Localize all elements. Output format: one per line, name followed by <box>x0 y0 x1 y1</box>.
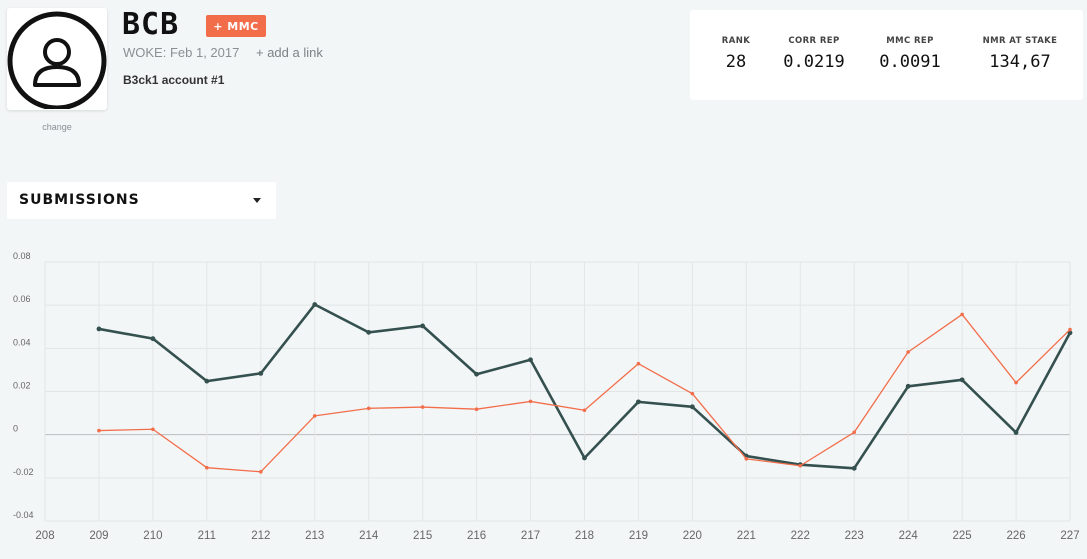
series-point-orange <box>366 406 371 411</box>
x-tick-label: 226 <box>1006 530 1025 542</box>
stat-rank: RANK 28 <box>710 36 762 72</box>
series-point-dark <box>905 383 911 389</box>
stats-card: RANK 28 CORR REP 0.0219 MMC REP 0.0091 N… <box>690 10 1083 100</box>
series-point-dark <box>582 455 587 461</box>
stat-corr-rep-label: CORR REP <box>788 36 840 46</box>
series-point-orange <box>205 465 209 470</box>
x-tick-label: 220 <box>683 530 702 542</box>
series-point-dark <box>204 378 210 384</box>
stat-nmr-stake-value: 134,67 <box>989 52 1051 72</box>
x-tick-label: 210 <box>143 530 162 542</box>
user-icon <box>7 11 107 109</box>
series-point-orange <box>420 405 425 409</box>
series-point-orange <box>528 399 533 404</box>
y-tick-label: 0.06 <box>13 294 31 304</box>
x-tick-label: 219 <box>629 530 648 542</box>
profile-bio: B3ck1 account #1 <box>123 73 225 87</box>
stat-mmc-rep-label: MMC REP <box>886 36 934 46</box>
x-tick-label: 214 <box>359 530 379 542</box>
series-point-dark <box>689 404 695 410</box>
series-point-orange <box>312 414 317 418</box>
mmc-badge: + MMC <box>206 15 266 37</box>
series-point-orange <box>690 391 695 396</box>
series-point-orange <box>1068 327 1072 332</box>
x-tick-label: 227 <box>1060 530 1079 542</box>
series-point-dark <box>1013 430 1019 435</box>
series-point-orange <box>474 407 479 411</box>
x-tick-label: 213 <box>305 530 324 542</box>
y-tick-label: 0.02 <box>13 381 31 391</box>
x-tick-label: 216 <box>467 530 486 542</box>
stat-nmr-stake: NMR AT STAKE 134,67 <box>965 36 1075 72</box>
stat-rank-value: 28 <box>725 52 747 72</box>
series-point-dark <box>474 371 479 377</box>
series-point-orange <box>744 457 749 461</box>
series-point-orange <box>97 428 101 433</box>
series-point-orange <box>960 312 964 317</box>
stat-mmc-rep: MMC REP 0.0091 <box>870 36 950 72</box>
change-avatar-link[interactable]: change <box>42 122 72 132</box>
submissions-dropdown[interactable]: SUBMISSIONS <box>7 182 276 219</box>
series-point-dark <box>959 377 965 383</box>
series-point-dark <box>150 336 156 342</box>
x-tick-label: 225 <box>953 530 972 542</box>
series-point-orange <box>636 361 641 366</box>
y-tick-label: 0 <box>13 424 18 434</box>
woke-date: WOKE: Feb 1, 2017 <box>123 45 240 60</box>
stat-corr-rep: CORR REP 0.0219 <box>774 36 854 72</box>
series-point-orange <box>906 350 910 354</box>
series-point-orange <box>798 463 803 468</box>
stat-mmc-rep-value: 0.0091 <box>879 52 941 72</box>
stat-corr-rep-value: 0.0219 <box>783 52 845 72</box>
x-tick-label: 209 <box>89 530 108 542</box>
series-point-orange <box>1014 380 1018 385</box>
y-tick-label: -0.04 <box>13 510 34 520</box>
chevron-down-icon[interactable] <box>253 198 261 203</box>
series-point-dark <box>851 465 857 471</box>
x-tick-label: 211 <box>198 530 216 542</box>
x-tick-label: 208 <box>35 530 54 542</box>
stat-rank-label: RANK <box>721 36 751 46</box>
y-tick-label: 0.08 <box>13 251 31 261</box>
add-link-button[interactable]: + add a link <box>256 45 323 60</box>
series-point-orange <box>582 408 587 413</box>
submissions-chart: 0.08 0.06 0.04 0.02 0 -0.02 -0.04 208 209 210 211 2… <box>0 240 1087 559</box>
x-tick-label: 223 <box>845 530 864 542</box>
x-tick-label: 222 <box>791 530 810 542</box>
series-point-dark <box>528 357 533 363</box>
series-point-dark <box>258 370 264 376</box>
series-point-dark <box>312 302 318 307</box>
series-point-orange <box>151 427 155 432</box>
series-point-dark <box>366 329 372 335</box>
profile-name: BCB <box>122 7 180 42</box>
x-tick-label: 221 <box>737 530 756 542</box>
x-tick-label: 218 <box>575 530 594 542</box>
submissions-label: SUBMISSIONS <box>19 192 140 208</box>
series-point-orange <box>852 430 857 435</box>
y-tick-label: 0.04 <box>13 337 31 347</box>
series-point-dark <box>636 399 641 405</box>
series-point-orange <box>258 469 263 474</box>
stat-nmr-stake-label: NMR AT STAKE <box>982 36 1058 46</box>
x-tick-label: 224 <box>899 530 919 542</box>
x-tick-label: 217 <box>521 530 540 542</box>
series-point-dark <box>96 326 102 332</box>
avatar[interactable] <box>7 8 107 110</box>
y-tick-label: -0.02 <box>13 467 34 477</box>
x-tick-label: 212 <box>251 530 270 542</box>
x-tick-label: 215 <box>413 530 432 542</box>
series-point-dark <box>420 323 426 329</box>
